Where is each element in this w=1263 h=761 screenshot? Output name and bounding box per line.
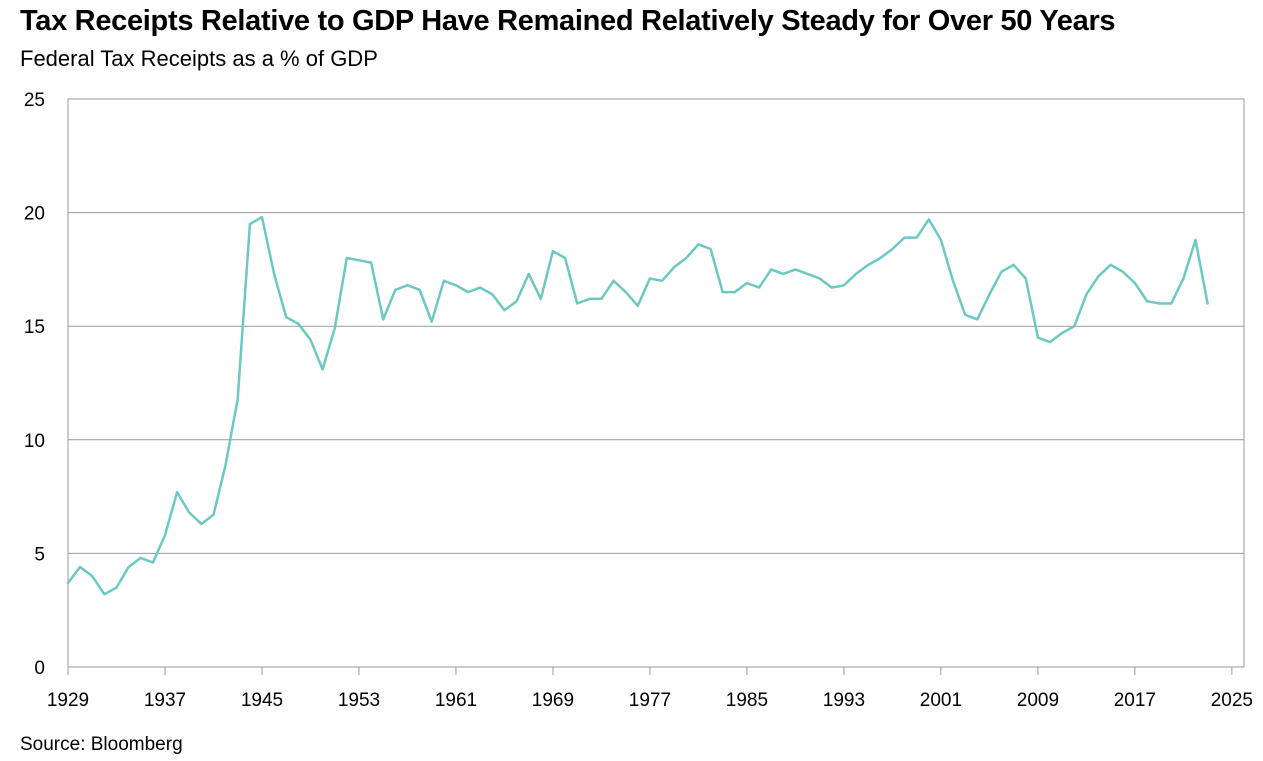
x-tick-label: 1953 [338,690,380,711]
chart-title: Tax Receipts Relative to GDP Have Remain… [20,5,1116,37]
chart-subtitle: Federal Tax Receipts as a % of GDP [20,46,378,71]
y-axis: 0 5 10 15 20 25 [24,90,45,679]
y-tick-label: 20 [24,204,45,225]
series-line [66,215,1209,596]
x-tick-label: 1929 [47,690,89,711]
source-note: Source: Bloomberg [20,734,183,755]
plot-frame [67,98,1245,668]
y-tick-label: 15 [24,317,45,338]
x-tick-label: 2017 [1114,690,1156,711]
x-axis: 1929 1937 1945 1953 1961 1969 1977 1985 1993 2001… [47,667,1253,711]
y-tick-label: 5 [34,544,45,565]
x-tick-label: 2001 [920,690,962,711]
y-tick-label: 10 [24,431,45,452]
x-tick-label: 1993 [823,690,865,711]
y-tick-label: 25 [24,90,45,111]
x-tick-label: 1977 [629,690,671,711]
x-tick-label: 1969 [532,690,574,711]
x-tick-label: 2025 [1211,690,1253,711]
x-tick-label: 2009 [1017,690,1059,711]
x-tick-label: 1937 [144,690,186,711]
x-tick-label: 1945 [241,690,283,711]
y-tick-label: 0 [34,658,45,679]
x-tick-label: 1985 [726,690,768,711]
x-tick-label: 1961 [435,690,477,711]
gridlines [68,98,1244,668]
